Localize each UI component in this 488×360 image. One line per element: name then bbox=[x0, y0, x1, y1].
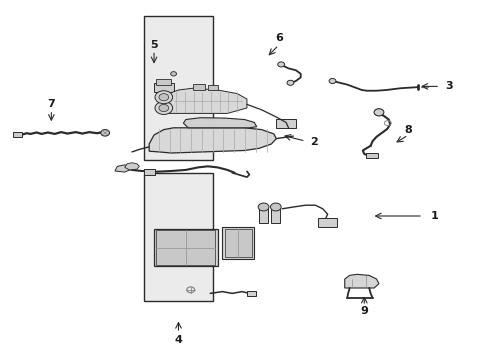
Text: 8: 8 bbox=[404, 125, 411, 135]
Text: 1: 1 bbox=[429, 211, 437, 221]
Bar bbox=[207, 85, 217, 90]
Bar bbox=[154, 83, 173, 92]
Polygon shape bbox=[344, 274, 378, 288]
Circle shape bbox=[101, 130, 109, 136]
Bar bbox=[222, 227, 254, 259]
Text: 5: 5 bbox=[150, 40, 158, 50]
Text: 9: 9 bbox=[360, 306, 367, 316]
Polygon shape bbox=[183, 118, 256, 128]
Circle shape bbox=[170, 72, 176, 76]
Bar bbox=[259, 209, 267, 223]
Circle shape bbox=[373, 109, 383, 116]
Text: 2: 2 bbox=[310, 137, 318, 147]
Bar bbox=[365, 153, 377, 158]
Bar bbox=[144, 169, 155, 175]
Text: 6: 6 bbox=[274, 33, 282, 43]
Bar bbox=[144, 16, 212, 160]
Circle shape bbox=[159, 104, 168, 112]
Circle shape bbox=[155, 91, 172, 104]
Bar bbox=[276, 119, 295, 128]
Bar bbox=[13, 132, 22, 137]
Text: 3: 3 bbox=[444, 81, 452, 91]
Bar bbox=[317, 218, 337, 227]
Polygon shape bbox=[124, 163, 139, 170]
Circle shape bbox=[286, 80, 293, 85]
Bar bbox=[144, 173, 212, 301]
Text: 4: 4 bbox=[174, 335, 182, 345]
Bar bbox=[271, 209, 280, 223]
Circle shape bbox=[277, 62, 284, 67]
Circle shape bbox=[159, 94, 168, 101]
Polygon shape bbox=[115, 165, 129, 172]
Circle shape bbox=[155, 102, 172, 114]
Bar bbox=[154, 229, 217, 266]
Polygon shape bbox=[149, 128, 276, 153]
Bar bbox=[246, 291, 255, 296]
Bar bbox=[224, 229, 251, 257]
Bar bbox=[193, 84, 205, 90]
Circle shape bbox=[270, 203, 281, 211]
Circle shape bbox=[258, 203, 268, 211]
Text: 7: 7 bbox=[47, 99, 55, 109]
Bar bbox=[156, 230, 215, 265]
Bar bbox=[156, 79, 171, 85]
Polygon shape bbox=[168, 88, 246, 113]
Circle shape bbox=[328, 78, 335, 84]
